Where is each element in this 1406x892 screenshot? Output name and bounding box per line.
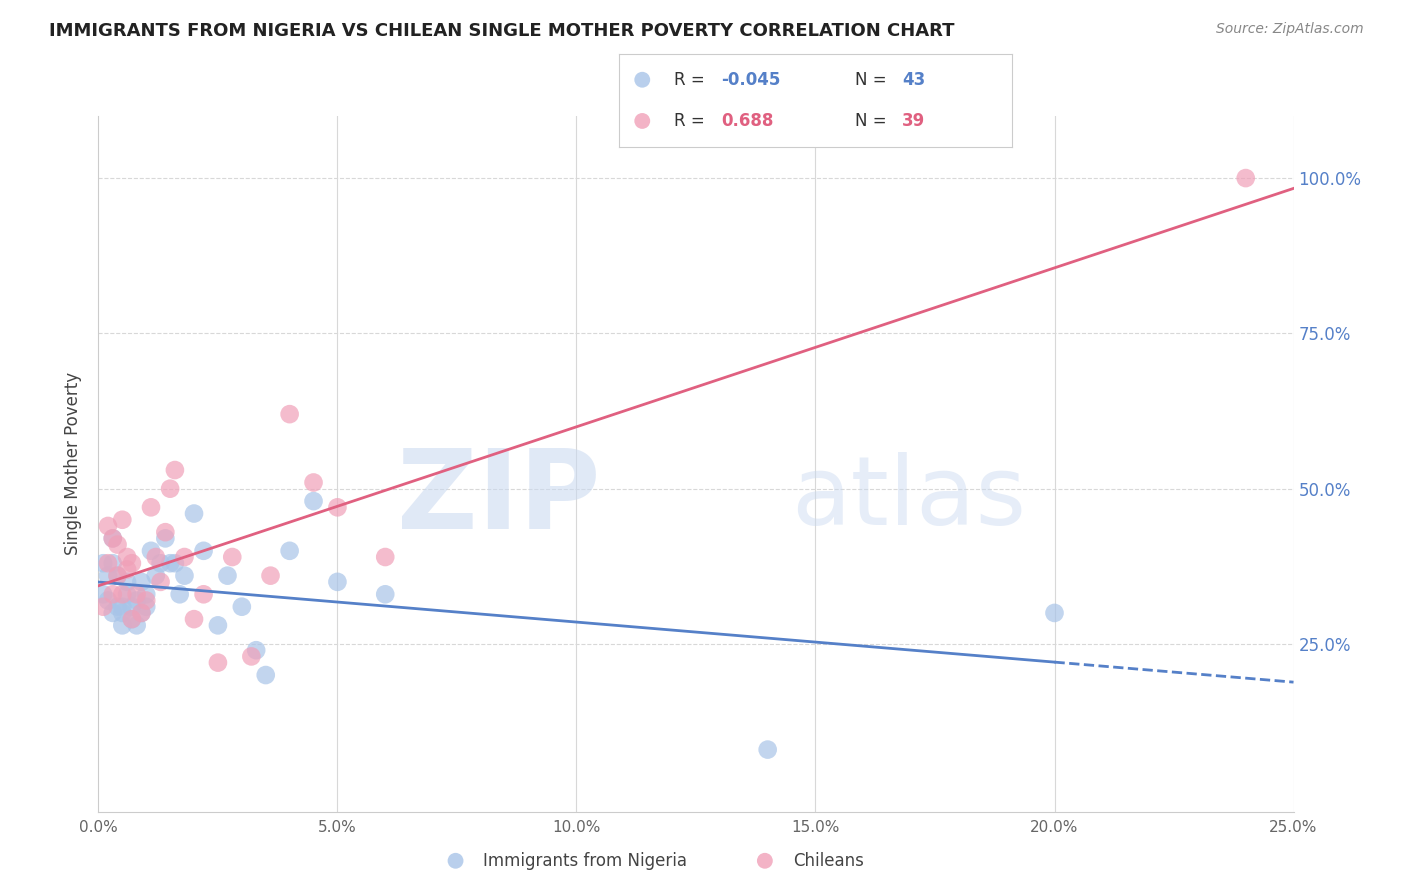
- Text: 0.688: 0.688: [721, 112, 773, 130]
- Point: [91, 587, 114, 601]
- Point: [115, 549, 138, 564]
- Y-axis label: Single Mother Poverty: Single Mother Poverty: [65, 372, 83, 556]
- Text: 43: 43: [903, 70, 925, 88]
- Text: atlas: atlas: [792, 452, 1026, 545]
- Point: [169, 587, 191, 601]
- Point: [111, 599, 134, 614]
- Text: N =: N =: [855, 112, 891, 130]
- Point: [131, 574, 153, 589]
- Point: [107, 599, 129, 614]
- Point: [97, 593, 120, 607]
- Point: [115, 574, 138, 589]
- Point: [259, 568, 281, 582]
- Point: [107, 538, 129, 552]
- Point: [121, 612, 143, 626]
- Text: R =: R =: [673, 112, 710, 130]
- Text: -0.045: -0.045: [721, 70, 780, 88]
- Point: [159, 556, 181, 570]
- Point: [155, 525, 177, 540]
- Text: R =: R =: [673, 70, 710, 88]
- Point: [101, 532, 124, 546]
- Point: [131, 606, 153, 620]
- Point: [302, 494, 325, 508]
- Point: [326, 500, 349, 515]
- Point: [326, 574, 349, 589]
- Point: [101, 587, 124, 601]
- Point: [107, 568, 129, 582]
- Point: [91, 599, 114, 614]
- Point: [155, 532, 177, 546]
- Point: [149, 574, 172, 589]
- Point: [278, 407, 301, 421]
- Point: [145, 549, 167, 564]
- Text: Chileans: Chileans: [793, 852, 863, 870]
- Text: Immigrants from Nigeria: Immigrants from Nigeria: [484, 852, 688, 870]
- Point: [139, 500, 162, 515]
- Point: [115, 562, 138, 576]
- Point: [101, 556, 124, 570]
- Point: [193, 543, 215, 558]
- Point: [254, 668, 277, 682]
- Point: [101, 606, 124, 620]
- Text: IMMIGRANTS FROM NIGERIA VS CHILEAN SINGLE MOTHER POVERTY CORRELATION CHART: IMMIGRANTS FROM NIGERIA VS CHILEAN SINGL…: [49, 22, 955, 40]
- Point: [135, 599, 157, 614]
- Point: [1234, 171, 1257, 186]
- Point: [121, 556, 143, 570]
- Point: [101, 532, 124, 546]
- Point: [173, 568, 195, 582]
- Point: [631, 72, 654, 87]
- Point: [121, 599, 143, 614]
- Point: [125, 618, 148, 632]
- Point: [217, 568, 239, 582]
- Point: [302, 475, 325, 490]
- Point: [111, 618, 134, 632]
- Point: [159, 482, 181, 496]
- Text: 39: 39: [903, 112, 925, 130]
- Point: [121, 612, 143, 626]
- Point: [131, 606, 153, 620]
- Point: [139, 543, 162, 558]
- Point: [1043, 606, 1066, 620]
- Point: [631, 114, 654, 128]
- Point: [91, 556, 114, 570]
- Point: [115, 587, 138, 601]
- Point: [107, 568, 129, 582]
- Text: Source: ZipAtlas.com: Source: ZipAtlas.com: [1216, 22, 1364, 37]
- Point: [111, 606, 134, 620]
- Point: [221, 549, 243, 564]
- Point: [111, 513, 134, 527]
- Point: [135, 587, 157, 601]
- Text: ZIP: ZIP: [396, 445, 600, 552]
- Point: [145, 568, 167, 582]
- Point: [754, 854, 776, 868]
- Point: [444, 854, 467, 868]
- Point: [278, 543, 301, 558]
- Text: N =: N =: [855, 70, 891, 88]
- Point: [231, 599, 253, 614]
- Point: [149, 556, 172, 570]
- Point: [374, 549, 396, 564]
- Point: [163, 556, 186, 570]
- Point: [135, 593, 157, 607]
- Point: [193, 587, 215, 601]
- Point: [207, 656, 229, 670]
- Point: [756, 742, 779, 756]
- Point: [163, 463, 186, 477]
- Point: [97, 556, 120, 570]
- Point: [173, 549, 195, 564]
- Point: [183, 612, 205, 626]
- Point: [125, 587, 148, 601]
- Point: [240, 649, 263, 664]
- Point: [97, 568, 120, 582]
- Point: [374, 587, 396, 601]
- Point: [207, 618, 229, 632]
- Point: [183, 507, 205, 521]
- Point: [97, 519, 120, 533]
- Point: [245, 643, 267, 657]
- Point: [111, 587, 134, 601]
- Point: [125, 593, 148, 607]
